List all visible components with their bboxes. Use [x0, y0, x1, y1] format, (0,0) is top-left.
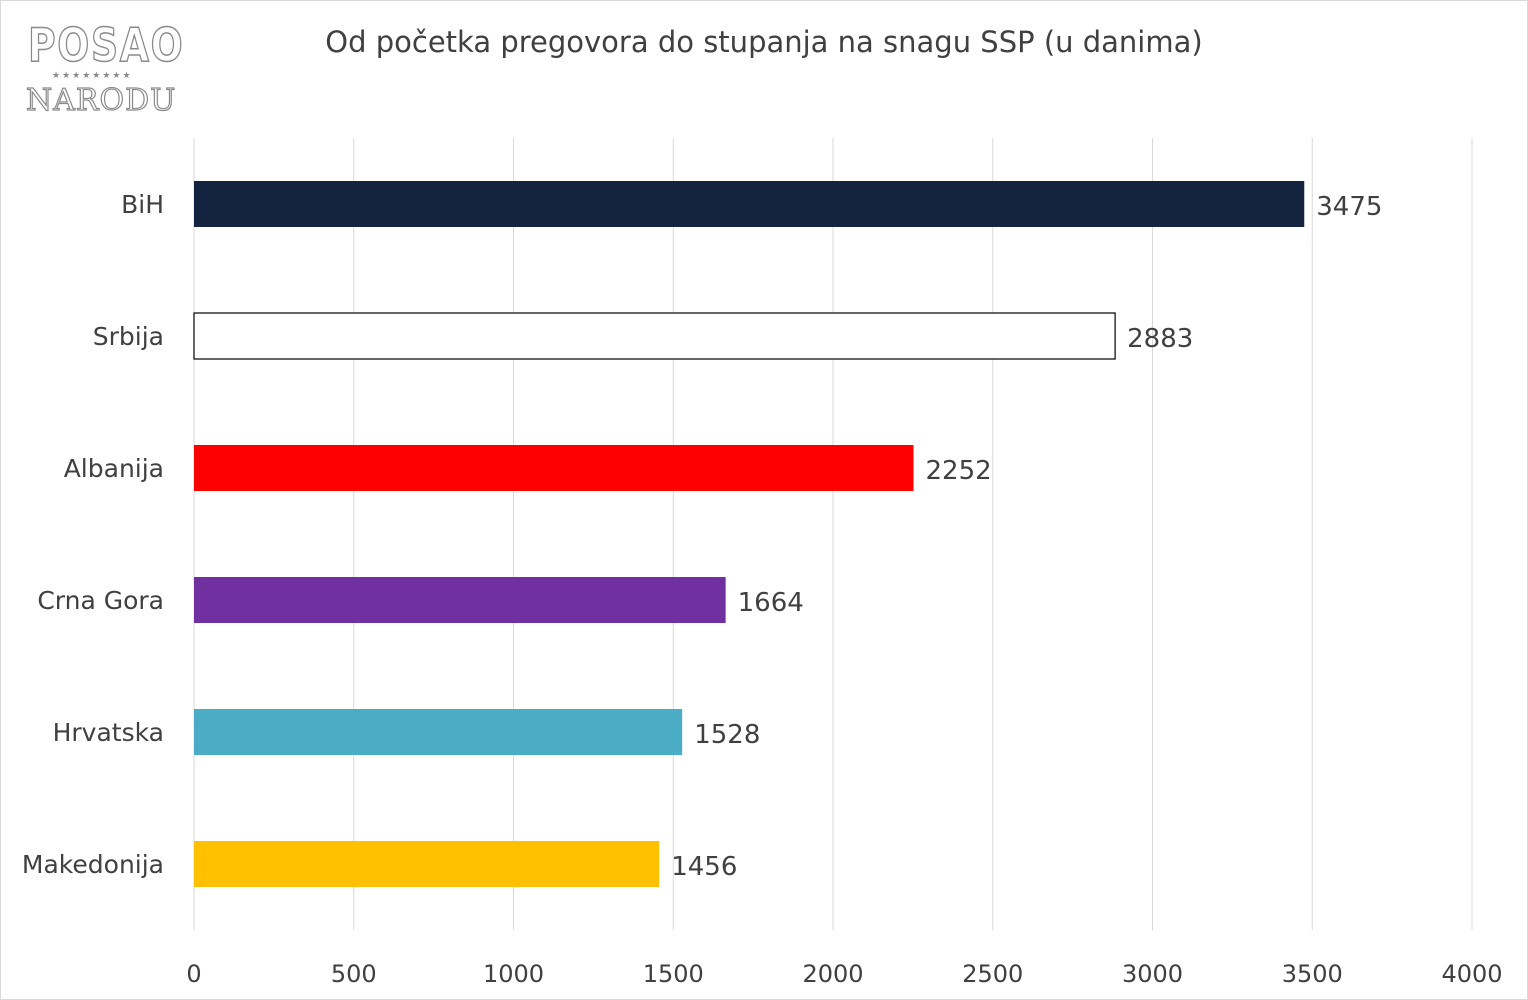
x-tick-label-2000: 2000	[802, 960, 863, 988]
x-tick-label-3000: 3000	[1122, 960, 1183, 988]
category-label-albanija: Albanija	[64, 454, 164, 483]
data-label-srbija: 2883	[1127, 324, 1193, 354]
data-label-albanija: 2252	[926, 456, 992, 486]
x-tick-label-2500: 2500	[962, 960, 1023, 988]
x-tick-label-500: 500	[331, 960, 377, 988]
logo-stars: ★★★★★★★★	[52, 71, 133, 81]
x-tick-label-3500: 3500	[1282, 960, 1343, 988]
bar-srbija	[193, 312, 1116, 360]
labels: 0 500 1000 1500 2000 2500 3000 3500 4000 BiH 3475 S…	[22, 190, 1503, 988]
category-label-hrvatska: Hrvatska	[53, 718, 164, 747]
x-tick-label-1000: 1000	[483, 960, 544, 988]
bar-bih	[194, 181, 1305, 227]
bar-hrvatska	[194, 709, 683, 755]
x-tick-label-0: 0	[186, 960, 201, 988]
posao-narodu-logo: POSAO ★★★★★★★★ NARODU	[22, 18, 185, 122]
bar-makedonija	[194, 841, 660, 887]
data-label-bih: 3475	[1316, 192, 1382, 222]
x-tick-label-4000: 4000	[1441, 960, 1502, 988]
category-label-crna-gora: Crna Gora	[37, 586, 164, 615]
logo-line-2: NARODU	[25, 83, 177, 118]
category-label-srbija: Srbija	[93, 322, 164, 351]
chart-title: Od početka pregovora do stupanja na snag…	[325, 25, 1202, 59]
x-tick-label-1500: 1500	[643, 960, 704, 988]
bars	[193, 181, 1305, 887]
gridlines	[193, 138, 1473, 930]
data-label-hrvatska: 1528	[694, 720, 760, 750]
data-label-makedonija: 1456	[671, 852, 737, 882]
bar-crna-gora	[194, 577, 726, 623]
category-label-makedonija: Makedonija	[22, 850, 164, 879]
data-label-crna-gora: 1664	[738, 588, 804, 618]
category-label-bih: BiH	[121, 190, 164, 219]
bar-albanija	[194, 445, 914, 491]
logo-line-1: POSAO	[27, 18, 185, 72]
